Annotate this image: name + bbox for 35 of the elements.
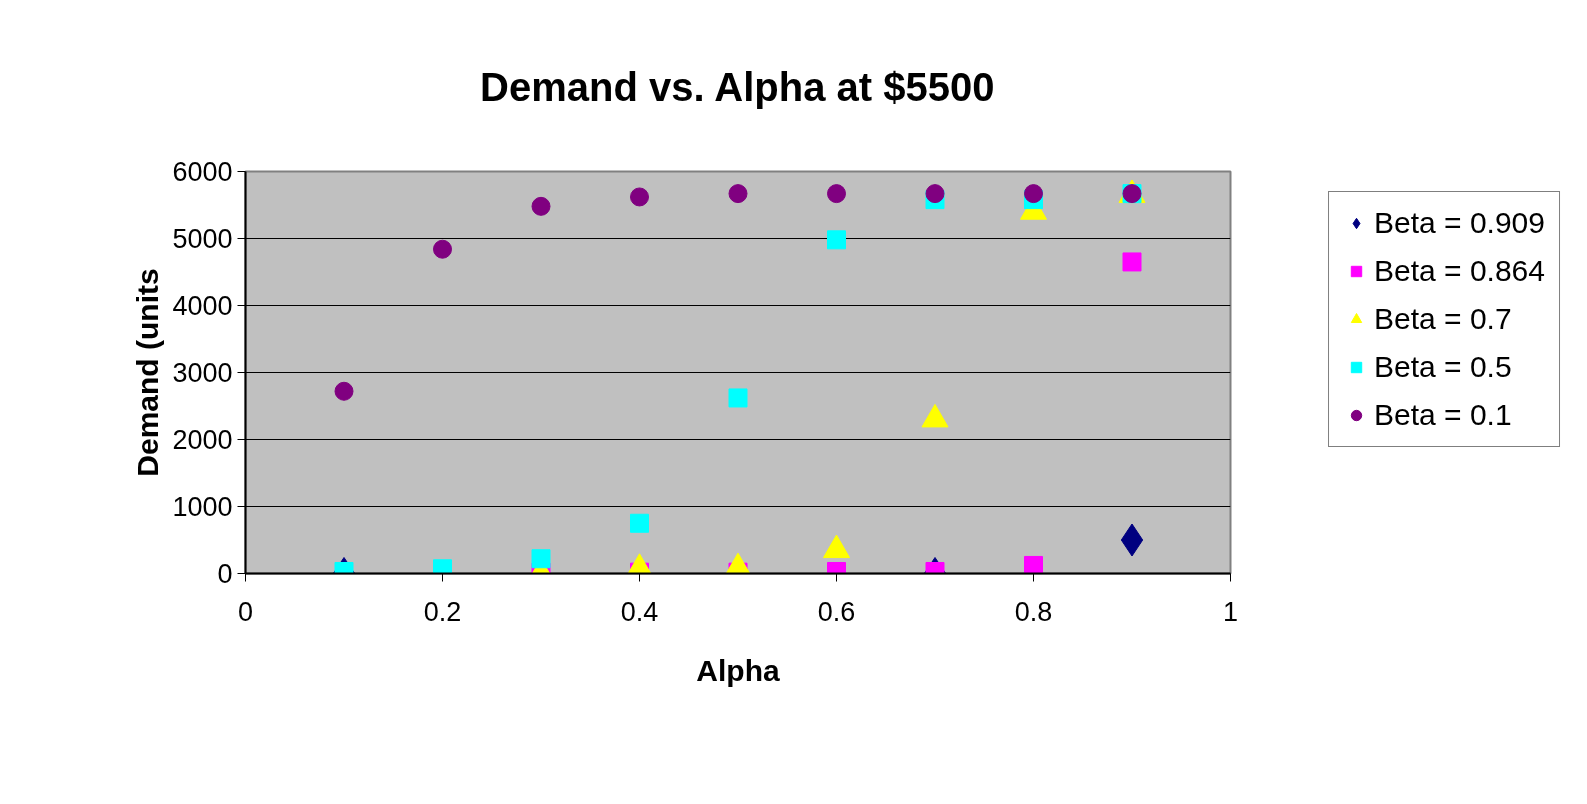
y-tick-label: 2000 (172, 425, 233, 455)
point (630, 187, 649, 207)
point (334, 381, 354, 401)
y-tick-label: 4000 (172, 291, 233, 321)
point (626, 553, 653, 574)
legend-label: Beta = 0.909 (1374, 206, 1545, 240)
chart-title: Demand vs. Alpha at $5500 (480, 65, 995, 109)
legend-label: Beta = 0.864 (1374, 254, 1545, 288)
x-tick-label: 0.2 (423, 596, 462, 627)
point (1122, 252, 1142, 272)
y-tick-label: 0 (217, 559, 233, 589)
point (925, 184, 945, 204)
point (823, 534, 850, 559)
x-tick-label: 0.4 (620, 596, 659, 627)
point (1024, 184, 1043, 204)
legend-label: Beta = 0.1 (1374, 398, 1512, 432)
point (728, 184, 748, 204)
legend-label: Beta = 0.7 (1374, 302, 1512, 336)
point (827, 184, 846, 204)
point (724, 552, 752, 574)
x-tick-label: 1 (1222, 596, 1239, 627)
x-tick-label: 0.8 (1014, 596, 1053, 627)
point (827, 230, 846, 250)
y-tick-label: 1000 (172, 492, 233, 522)
x-tick-label: 0 (237, 596, 254, 627)
point (433, 239, 452, 259)
x-axis-title: Alpha (696, 653, 780, 687)
y-tick-label: 3000 (172, 358, 233, 388)
y-axis-title: Demand (units (131, 268, 165, 477)
y-tick-label: 6000 (172, 157, 233, 187)
y-tick-label: 5000 (172, 224, 233, 254)
x-tick-label: 0.6 (817, 596, 856, 627)
point (531, 196, 551, 216)
legend-label: Beta = 0.5 (1374, 350, 1512, 384)
point (921, 403, 949, 428)
